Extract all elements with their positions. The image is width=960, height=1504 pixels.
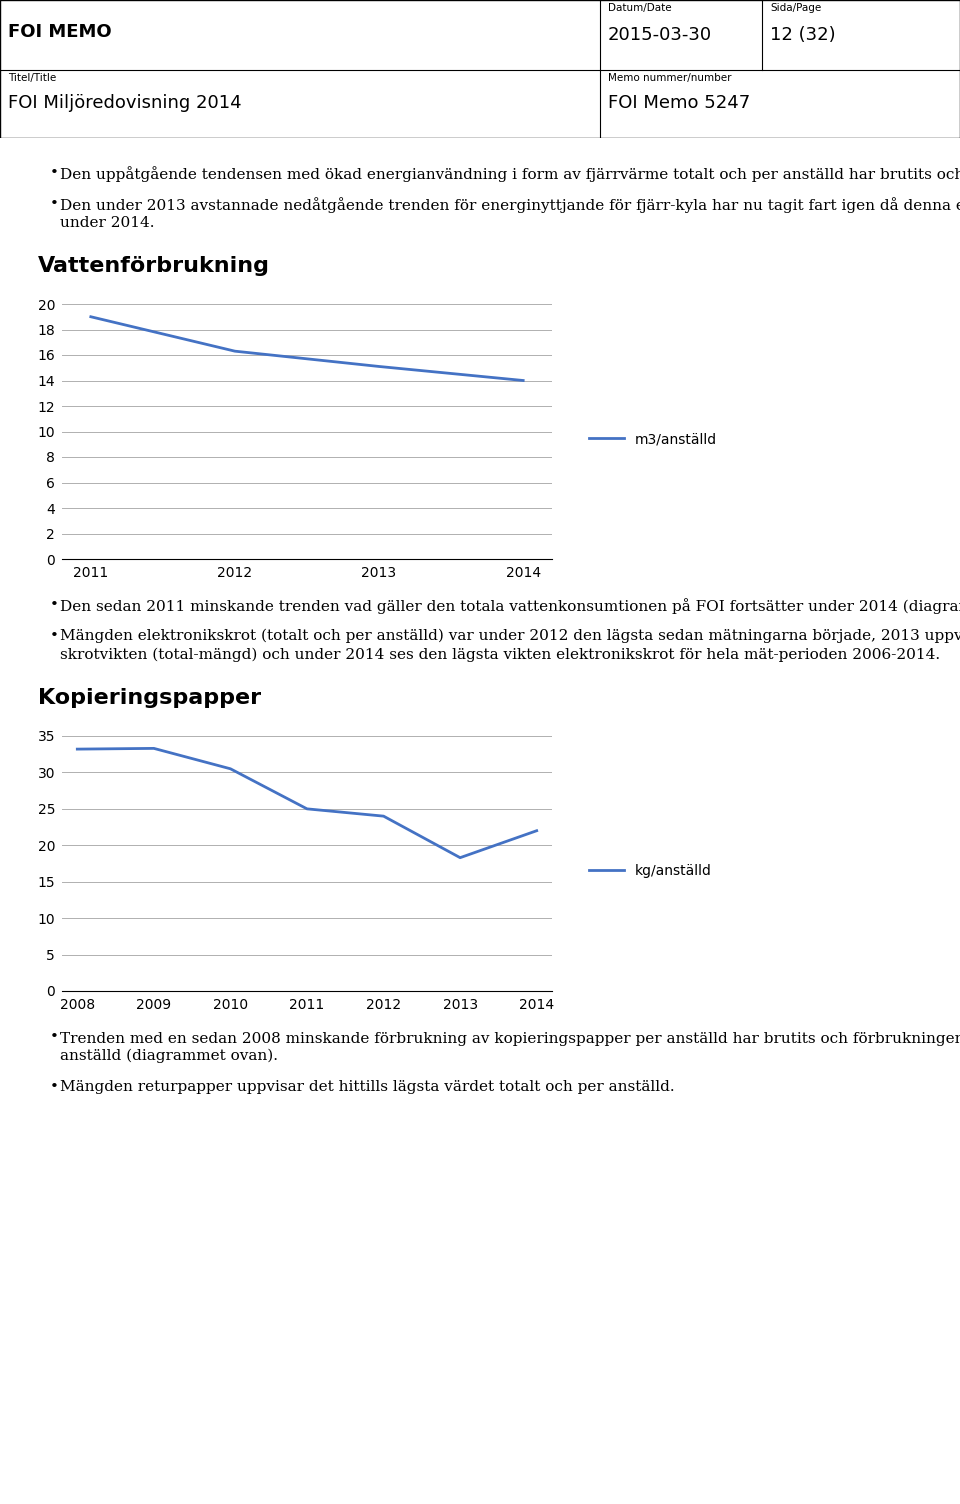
Text: anställd (diagrammet ovan).: anställd (diagrammet ovan). xyxy=(60,1048,278,1063)
Text: Titel/Title: Titel/Title xyxy=(8,74,57,83)
Text: •: • xyxy=(50,629,59,644)
Text: 12 (32): 12 (32) xyxy=(770,26,835,44)
Text: FOI Miljöredovisning 2014: FOI Miljöredovisning 2014 xyxy=(8,93,242,111)
Text: skrotvikten (total-mängd) och under 2014 ses den lägsta vikten elektronikskrot f: skrotvikten (total-mängd) och under 2014… xyxy=(60,648,940,662)
Text: Vattenförbrukning: Vattenförbrukning xyxy=(38,256,270,277)
Text: under 2014.: under 2014. xyxy=(60,217,155,230)
Text: FOI Memo 5247: FOI Memo 5247 xyxy=(608,93,751,111)
Text: Memo nummer/number: Memo nummer/number xyxy=(608,74,732,83)
Text: Datum/Date: Datum/Date xyxy=(608,3,672,14)
Text: •: • xyxy=(50,165,59,180)
Text: Den under 2013 avstannade nedåtgående trenden för energinyttjande för fjärr-kyla: Den under 2013 avstannade nedåtgående tr… xyxy=(60,197,960,214)
Text: 2015-03-30: 2015-03-30 xyxy=(608,26,712,44)
Text: Mängden returpapper uppvisar det hittills lägsta värdet totalt och per anställd.: Mängden returpapper uppvisar det hittill… xyxy=(60,1080,675,1093)
Text: Kopieringspapper: Kopieringspapper xyxy=(38,687,261,708)
Text: Mängden elektronikskrot (totalt och per anställd) var under 2012 den lägsta seda: Mängden elektronikskrot (totalt och per … xyxy=(60,629,960,644)
Text: Den uppåtgående tendensen med ökad energianvändning i form av fjärrvärme totalt : Den uppåtgående tendensen med ökad energ… xyxy=(60,165,960,182)
Text: Den sedan 2011 minskande trenden vad gäller den totala vattenkonsumtionen på FOI: Den sedan 2011 minskande trenden vad gäl… xyxy=(60,599,960,614)
Text: •: • xyxy=(50,1080,59,1093)
Text: Sida/Page: Sida/Page xyxy=(770,3,821,14)
Text: FOI MEMO: FOI MEMO xyxy=(8,23,111,41)
Text: Trenden med en sedan 2008 minskande förbrukning av kopieringspapper per anställd: Trenden med en sedan 2008 minskande förb… xyxy=(60,1030,960,1045)
Legend: kg/anställd: kg/anställd xyxy=(584,859,717,884)
Legend: m3/anställd: m3/anställd xyxy=(584,427,723,451)
Text: •: • xyxy=(50,1030,59,1044)
Text: •: • xyxy=(50,197,59,211)
Text: •: • xyxy=(50,599,59,612)
